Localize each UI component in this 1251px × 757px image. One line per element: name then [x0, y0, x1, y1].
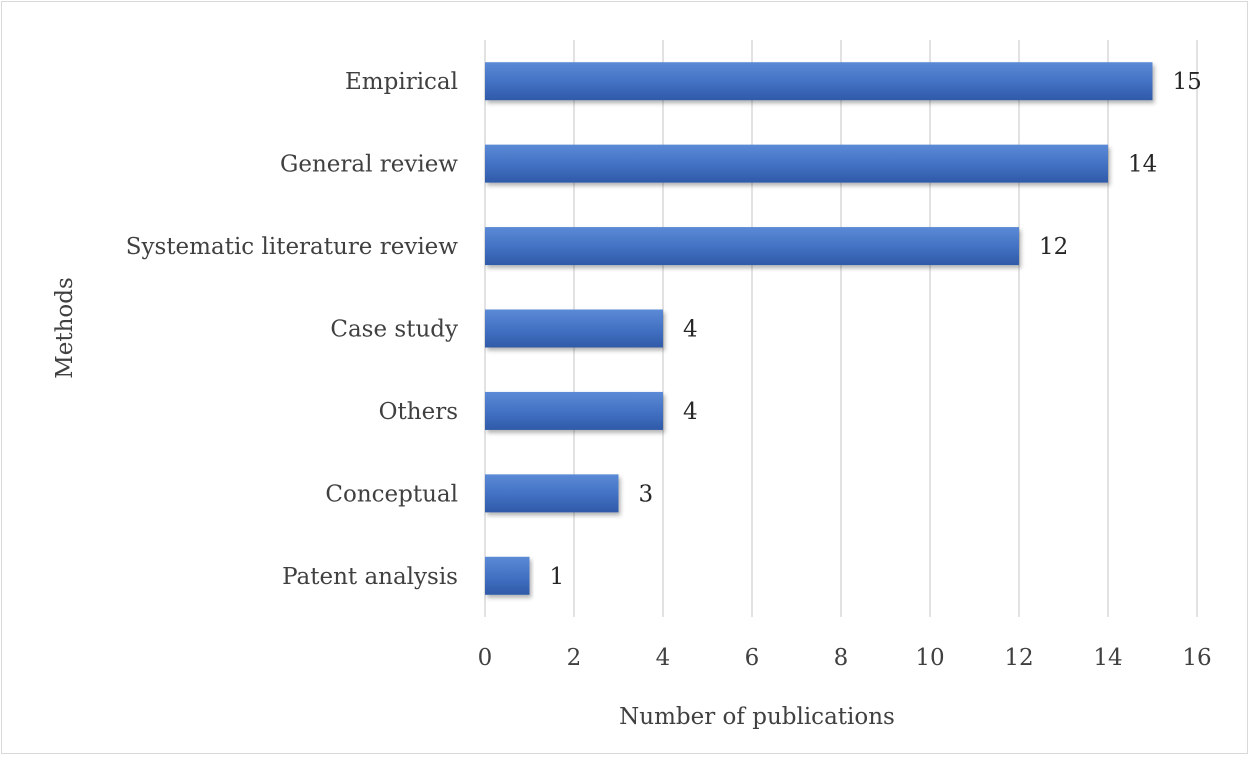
- bars: [485, 62, 1153, 595]
- category-label: Patent analysis: [282, 564, 458, 590]
- data-label: 15: [1173, 69, 1202, 95]
- data-label: 14: [1128, 152, 1157, 178]
- category-label: Empirical: [345, 69, 458, 95]
- category-label: Systematic literature review: [126, 234, 459, 260]
- gridlines: [484, 40, 1198, 617]
- x-tick-label: 0: [478, 645, 493, 671]
- category-label: Others: [379, 399, 458, 425]
- data-label: 4: [683, 399, 698, 425]
- x-axis-title: Number of publications: [619, 704, 895, 730]
- category-label: Case study: [330, 317, 458, 343]
- x-tick-label: 2: [567, 645, 582, 671]
- x-tick-label: 14: [1093, 645, 1122, 671]
- bar-patent-analysis: [485, 556, 530, 595]
- bar-others: [485, 391, 663, 430]
- bar-general-review: [485, 144, 1108, 183]
- category-label: General review: [280, 152, 458, 178]
- bar-empirical: [485, 62, 1153, 101]
- data-label: 1: [550, 564, 565, 590]
- bar-conceptual: [485, 474, 619, 513]
- x-tick-label: 4: [656, 645, 671, 671]
- data-label: 4: [683, 317, 698, 343]
- data-label: 12: [1039, 234, 1068, 260]
- x-tick-label: 6: [745, 645, 760, 671]
- bar-systematic-literature-review: [485, 227, 1019, 266]
- x-tick-label: 16: [1182, 645, 1211, 671]
- x-tick-label: 8: [834, 645, 849, 671]
- x-tick-label: 12: [1004, 645, 1033, 671]
- x-tick-label: 10: [915, 645, 944, 671]
- bar-case-study: [485, 309, 663, 348]
- data-label: 3: [639, 481, 654, 507]
- y-axis-title: Methods: [52, 277, 78, 379]
- category-label: Conceptual: [325, 481, 458, 507]
